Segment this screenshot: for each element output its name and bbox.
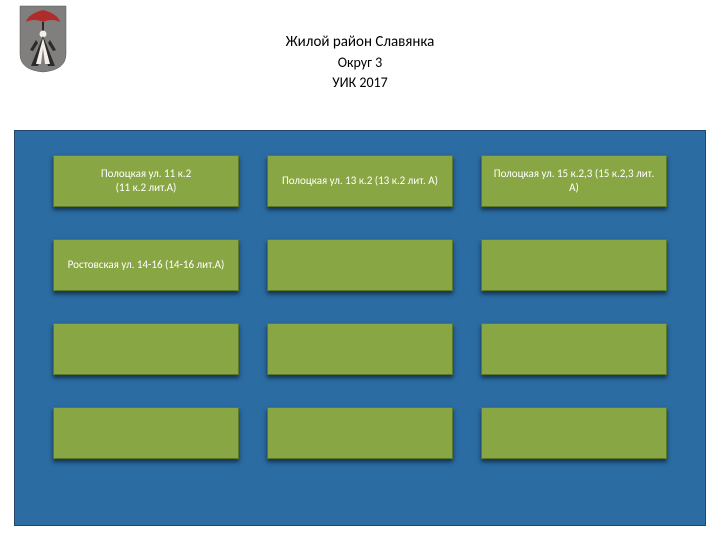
address-tile[interactable]: Полоцкая ул. 13 к.2 (13 к.2 лит. А) [267,155,453,207]
address-tile[interactable]: Полоцкая ул. 15 к.2,3 (15 к.2,3 лит. А) [481,155,667,207]
title-block: Жилой район Славянка Округ 3 УИК 2017 [0,0,720,92]
address-tile[interactable] [267,239,453,291]
address-tile[interactable] [267,323,453,375]
address-tile[interactable] [53,323,239,375]
title-line-3: УИК 2017 [0,73,720,93]
title-line-2: Округ 3 [0,53,720,73]
address-tile[interactable] [267,407,453,459]
tile-label: Полоцкая ул. 13 к.2 (13 к.2 лит. А) [282,174,438,188]
header: Жилой район Славянка Округ 3 УИК 2017 [0,0,720,130]
address-tile[interactable] [481,407,667,459]
address-tile[interactable] [481,239,667,291]
emblem-icon [18,4,68,74]
title-line-1: Жилой район Славянка [0,32,720,53]
tile-sublabel: (11 к.2 лит.А) [116,181,177,195]
address-tile[interactable] [53,407,239,459]
tile-label: Полоцкая ул. 15 к.2,3 (15 к.2,3 лит. А) [488,167,660,195]
address-tile[interactable]: Полоцкая ул. 11 к.2(11 к.2 лит.А) [53,155,239,207]
address-tile[interactable] [481,323,667,375]
content-panel: Полоцкая ул. 11 к.2(11 к.2 лит.А) Полоцк… [14,130,706,526]
tile-label: Полоцкая ул. 11 к.2 [101,167,191,181]
tile-grid: Полоцкая ул. 11 к.2(11 к.2 лит.А) Полоцк… [25,155,695,459]
address-tile[interactable]: Ростовская ул. 14-16 (14-16 лит.А) [53,239,239,291]
tile-label: Ростовская ул. 14-16 (14-16 лит.А) [68,258,225,272]
